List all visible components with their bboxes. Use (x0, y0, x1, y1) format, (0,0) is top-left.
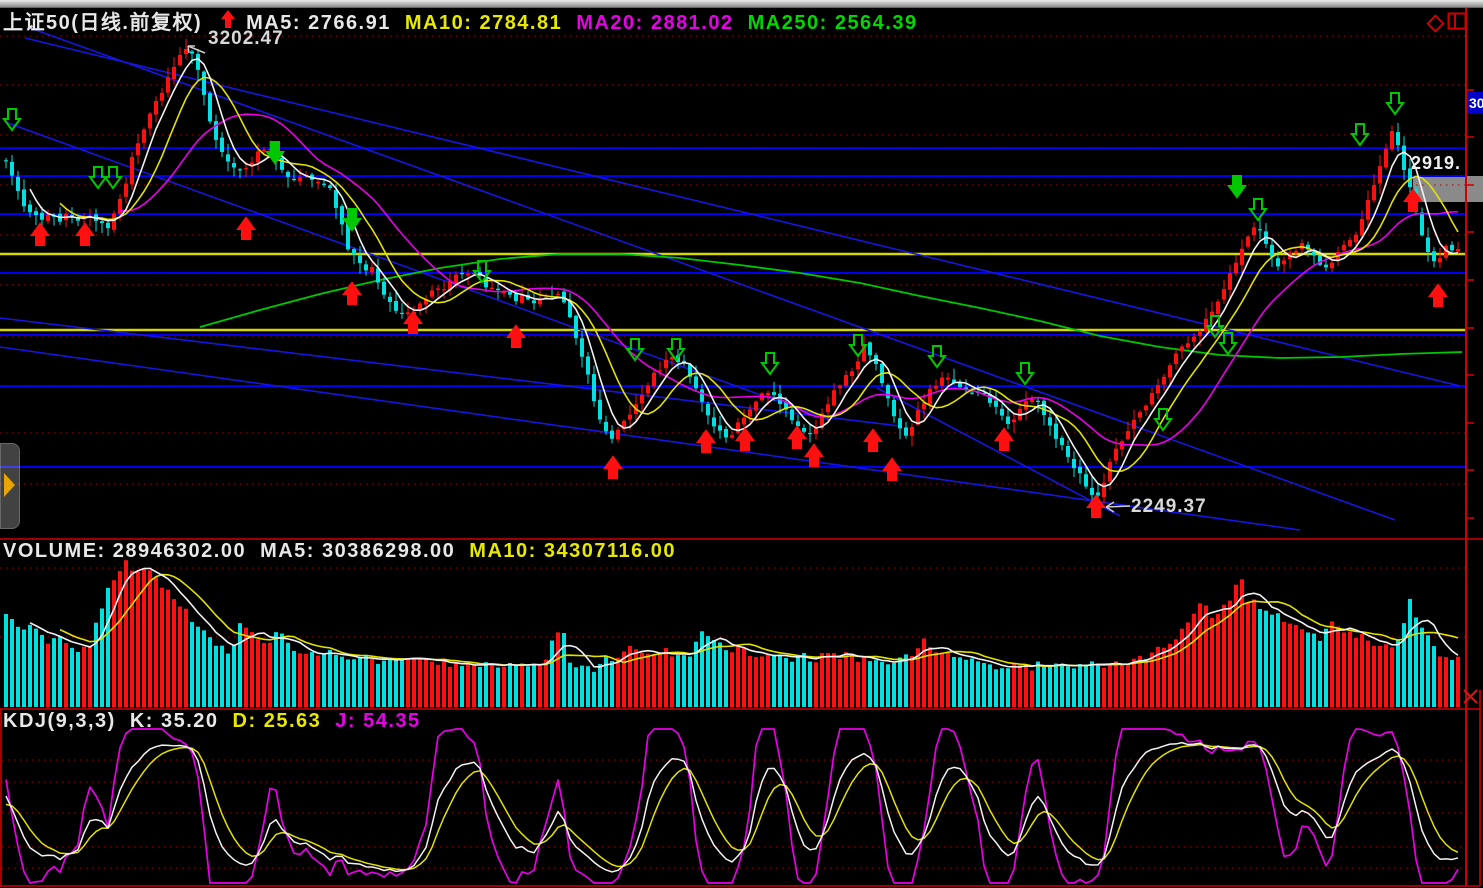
kdj-d-value: D: 25.63 (232, 710, 322, 732)
ma5-value: MA5: 2766.91 (246, 12, 391, 34)
kdj-header: KDJ(9,3,3) K: 35.20 D: 25.63 J: 54.35 (3, 710, 435, 733)
axis-price-box: 30 (1467, 92, 1483, 114)
ma10-value: MA10: 2784.81 (404, 12, 563, 34)
kdj-k-value: K: 35.20 (129, 710, 219, 732)
diamond-icon[interactable] (1424, 12, 1446, 34)
window-top-strip (0, 0, 1483, 8)
ma250-value: MA250: 2564.39 (747, 12, 918, 34)
ma20-value: MA20: 2881.02 (576, 12, 734, 34)
volume-header: VOLUME: 28946302.00 MA5: 30386298.00 MA10:… (3, 540, 690, 563)
close-indicator-icon[interactable] (1461, 687, 1480, 706)
split-window-icon[interactable] (1447, 12, 1467, 31)
volume-ma10-value: MA10: 34307116.00 (469, 540, 677, 562)
symbol-title: 上证50(日线.前复权) (3, 12, 203, 34)
peak-price-label: 3202.47 (208, 28, 284, 49)
last-price-label: 2919. (1411, 153, 1462, 173)
main-chart-header: 上证50(日线.前复权) MA5: 2766.91 MA10: 2784.81 MA2… (3, 6, 932, 35)
up-arrow-icon (221, 10, 236, 28)
kdj-name: KDJ(9,3,3) (3, 710, 116, 732)
expand-arrow-icon (4, 473, 15, 497)
low-price-label: 2249.37 (1131, 496, 1207, 517)
kdj-j-value: J: 54.35 (335, 710, 421, 732)
volume-ma5-value: MA5: 30386298.00 (260, 540, 456, 562)
volume-value: VOLUME: 28946302.00 (3, 540, 247, 562)
expand-sidebar-tab[interactable] (0, 443, 20, 529)
